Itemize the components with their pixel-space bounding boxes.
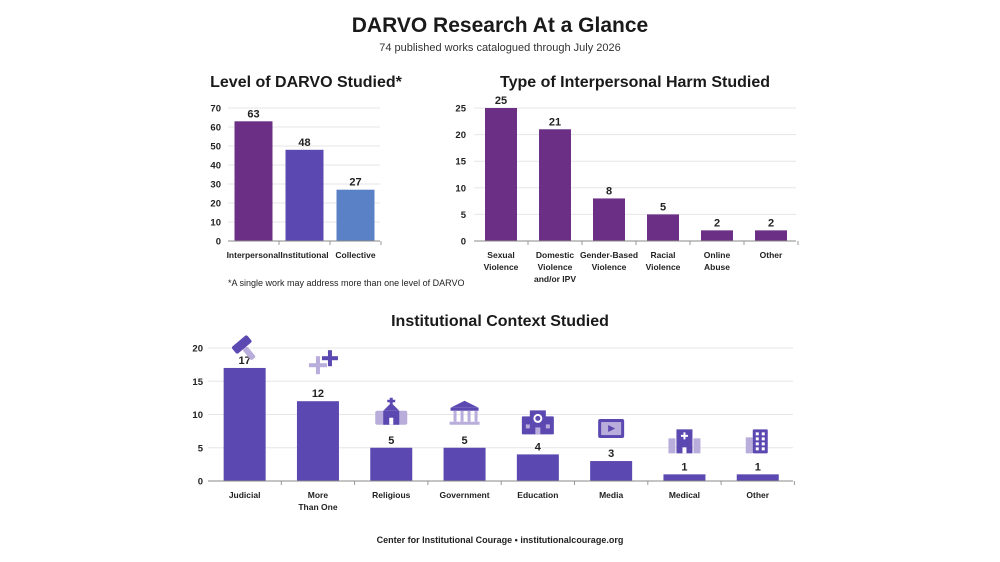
category-label: Abuse <box>704 262 730 272</box>
bar <box>443 447 486 481</box>
bar <box>485 108 517 241</box>
category-label: Collective <box>335 250 375 260</box>
church-icon <box>375 397 408 425</box>
data-label: 2 <box>714 217 720 229</box>
category-label: Domestic <box>536 250 575 260</box>
data-label: 27 <box>349 177 361 189</box>
y-tick-label: 15 <box>192 377 203 388</box>
bar <box>285 149 324 241</box>
y-tick-label: 10 <box>455 183 466 194</box>
y-tick-label: 15 <box>455 157 466 168</box>
category-label: Gender-Based <box>580 250 638 260</box>
bar <box>593 198 625 241</box>
hospital-icon <box>668 429 701 454</box>
y-tick-label: 20 <box>210 199 221 210</box>
category-label: Violence <box>592 262 627 272</box>
y-tick-label: 70 <box>210 104 221 115</box>
data-label: 17 <box>239 355 251 367</box>
y-tick-label: 0 <box>198 477 203 488</box>
data-label: 5 <box>388 435 394 447</box>
bar <box>296 401 339 481</box>
category-label: Violence <box>646 262 681 272</box>
category-label: Online <box>704 250 731 260</box>
context-chart-title: Institutional Context Studied <box>391 313 609 330</box>
category-label: Religious <box>372 490 411 500</box>
data-label: 12 <box>312 388 324 400</box>
category-label: Sexual <box>487 250 514 260</box>
footer: Center for Institutional Courage • insti… <box>376 535 624 545</box>
page-subtitle: 74 published works catalogued through Ju… <box>379 42 621 54</box>
data-label: 21 <box>549 116 561 128</box>
category-label: Than One <box>298 502 337 512</box>
category-label: Education <box>517 490 558 500</box>
data-label: 8 <box>606 185 612 197</box>
bar <box>336 189 375 241</box>
category-label: Violence <box>538 262 573 272</box>
data-label: 5 <box>461 435 467 447</box>
category-label: Violence <box>484 262 519 272</box>
harm-chart-title: Type of Interpersonal Harm Studied <box>500 74 770 91</box>
data-label: 2 <box>768 217 774 229</box>
data-label: 63 <box>247 108 259 120</box>
category-label: Medical <box>669 490 700 500</box>
school-icon <box>521 410 554 435</box>
category-label: Media <box>599 490 623 500</box>
data-label: 3 <box>608 448 614 460</box>
y-tick-label: 20 <box>455 130 466 141</box>
bar <box>663 474 706 481</box>
category-label: More <box>308 490 329 500</box>
y-tick-label: 0 <box>461 237 466 248</box>
chart-2: 051015202525SexualViolence21DomesticViol… <box>455 95 799 284</box>
bar <box>370 447 413 481</box>
y-tick-label: 5 <box>461 210 467 221</box>
bar <box>539 129 571 241</box>
y-tick-label: 40 <box>210 161 221 172</box>
plus-icon <box>308 350 338 375</box>
data-label: 5 <box>660 201 666 213</box>
y-tick-label: 5 <box>198 443 204 454</box>
category-label: Other <box>746 490 769 500</box>
data-label: 1 <box>755 461 761 473</box>
category-label: Institutional <box>280 250 328 260</box>
data-label: 1 <box>681 461 687 473</box>
bar <box>736 474 779 481</box>
data-label: 4 <box>535 441 542 453</box>
y-tick-label: 50 <box>210 142 221 153</box>
y-tick-label: 20 <box>192 344 203 355</box>
chart-1: 0 10 20 30 40 50 60 70 63 Interpersonal 48 Institut… <box>210 104 382 260</box>
bar <box>755 230 787 241</box>
video-player-icon <box>598 419 625 439</box>
bar <box>701 230 733 241</box>
bar <box>234 121 273 241</box>
level-chart-title: Level of DARVO Studied* <box>210 74 402 91</box>
government-building-icon <box>449 400 480 425</box>
footnote: *A single work may address more than one… <box>228 278 465 288</box>
data-label: 25 <box>495 95 507 107</box>
y-tick-label: 0 <box>216 237 221 248</box>
data-label: 48 <box>298 137 310 149</box>
office-building-icon <box>745 429 768 454</box>
category-label: Interpersonal <box>227 250 281 260</box>
y-tick-label: 25 <box>455 104 466 115</box>
bar <box>516 454 559 481</box>
category-label: and/or IPV <box>534 274 576 284</box>
bar <box>590 461 633 481</box>
y-tick-label: 10 <box>192 410 203 421</box>
y-tick-label: 60 <box>210 123 221 134</box>
category-label: Other <box>760 250 783 260</box>
category-label: Racial <box>650 250 675 260</box>
bar <box>647 214 679 241</box>
y-tick-label: 10 <box>210 218 221 229</box>
bar <box>223 367 266 481</box>
category-label: Government <box>440 490 490 500</box>
y-tick-label: 30 <box>210 180 221 191</box>
category-label: Judicial <box>229 490 261 500</box>
page-title: DARVO Research At a Glance <box>351 14 649 37</box>
gavel-icon <box>232 335 256 360</box>
